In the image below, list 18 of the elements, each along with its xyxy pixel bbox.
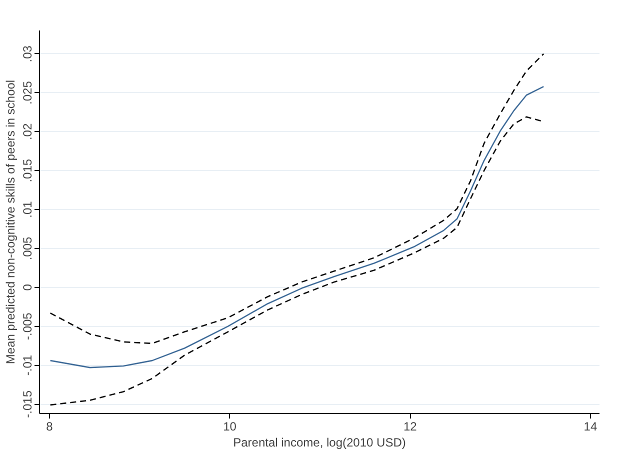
line-series xyxy=(50,53,544,344)
x-tick-label: 14 xyxy=(584,420,598,434)
x-axis-title: Parental income, log(2010 USD) xyxy=(233,436,406,450)
line-series xyxy=(50,86,544,368)
y-tick-label: .02 xyxy=(20,123,34,140)
y-tick-label: 0 xyxy=(20,284,34,291)
y-tick-label: .015 xyxy=(20,158,34,182)
y-axis-title: Mean predicted non-cognitive skills of peers in school xyxy=(4,80,18,364)
y-tick-label: -.01 xyxy=(20,354,34,376)
x-tick-label: 10 xyxy=(223,420,237,434)
y-tick-label: -.005 xyxy=(20,312,34,340)
x-tick-label: 8 xyxy=(46,420,54,434)
y-tick-label: .005 xyxy=(20,236,34,260)
y-tick-label: .025 xyxy=(20,80,34,104)
x-tick-label: 12 xyxy=(403,420,418,434)
y-tick-label: -.015 xyxy=(20,390,34,418)
y-tick-label: .01 xyxy=(20,200,34,218)
y-tick-label: .03 xyxy=(20,45,34,62)
